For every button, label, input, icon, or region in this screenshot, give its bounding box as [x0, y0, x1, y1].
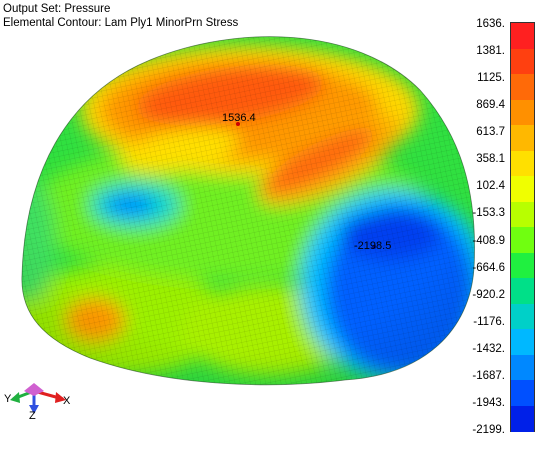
min-value-label: -2198.5 — [354, 240, 391, 252]
contour-legend-bar — [510, 22, 535, 432]
legend-color-swatch — [511, 329, 534, 355]
axis-triad — [10, 383, 66, 414]
legend-color-swatch — [511, 74, 534, 100]
legend-value-label: 613.7 — [476, 126, 505, 139]
legend-value-label: -920.2 — [472, 288, 505, 301]
z-axis-label: Z — [29, 410, 36, 422]
max-value-label: 1536.4 — [222, 112, 256, 124]
legend-value-label: -1176. — [473, 315, 505, 328]
legend-value-label: -2199. — [472, 424, 505, 436]
legend-color-swatch — [511, 201, 534, 228]
legend-color-swatch — [511, 354, 534, 381]
legend-color-swatch — [511, 278, 534, 304]
legend-value-label: -153.3 — [472, 207, 505, 220]
legend-value-label: 358.1 — [476, 153, 505, 166]
min-marker — [372, 245, 376, 249]
output-set-label: Output Set: Pressure — [3, 3, 111, 15]
plot-header: Output Set: Pressure Elemental Contour: … — [3, 2, 238, 30]
legend-color-swatch — [511, 252, 534, 279]
contour-label: Elemental Contour: Lam Ply1 MinorPrn Str… — [3, 17, 239, 29]
legend-value-label: -664.6 — [472, 261, 505, 274]
dome-outline — [21, 36, 475, 386]
legend-color-swatch — [511, 303, 534, 330]
legend-value-label: 869.4 — [476, 99, 505, 112]
y-axis-label: Y — [4, 393, 12, 405]
legend-color-swatch — [511, 227, 534, 253]
legend-value-label: 102.4 — [476, 180, 505, 193]
max-marker — [236, 122, 240, 126]
legend-value-label: -1432. — [472, 342, 505, 355]
legend-color-swatch — [511, 125, 534, 151]
legend-value-label: 1381. — [476, 45, 505, 58]
x-axis-label: X — [63, 395, 71, 407]
legend-value-label: 1125. — [477, 72, 505, 85]
legend-value-label: -1943. — [472, 396, 505, 409]
legend-color-swatch — [511, 176, 534, 202]
legend-color-swatch — [511, 405, 534, 432]
legend-color-swatch — [511, 99, 534, 126]
legend-value-label: -1687. — [472, 369, 505, 382]
legend-value-label: -408.9 — [472, 234, 505, 247]
legend-value-label: 1636. — [476, 18, 505, 30]
legend-color-swatch — [511, 150, 534, 177]
triad-origin — [24, 383, 44, 396]
legend-color-swatch — [511, 23, 534, 49]
legend-color-swatch — [511, 380, 534, 406]
legend-color-swatch — [511, 48, 534, 75]
